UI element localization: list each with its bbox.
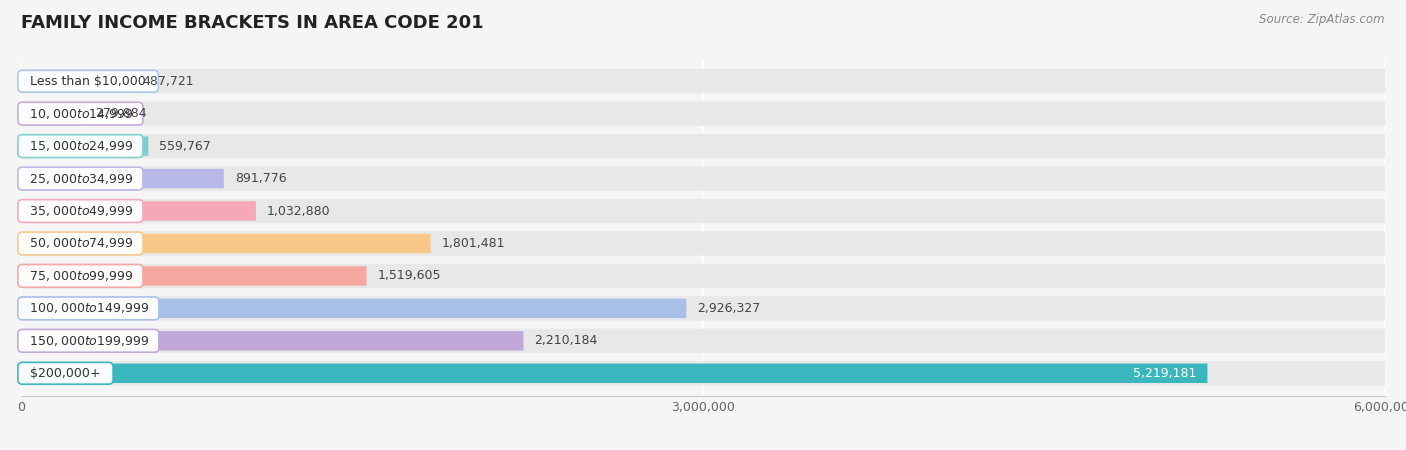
FancyBboxPatch shape bbox=[21, 364, 1208, 383]
Text: Source: ZipAtlas.com: Source: ZipAtlas.com bbox=[1260, 14, 1385, 27]
Text: $50,000 to $74,999: $50,000 to $74,999 bbox=[22, 237, 139, 251]
Text: 487,721: 487,721 bbox=[143, 75, 194, 88]
FancyBboxPatch shape bbox=[21, 102, 1385, 126]
FancyBboxPatch shape bbox=[21, 72, 132, 91]
Text: 1,032,880: 1,032,880 bbox=[267, 204, 330, 217]
FancyBboxPatch shape bbox=[21, 199, 1385, 223]
FancyBboxPatch shape bbox=[21, 361, 1385, 386]
Text: $15,000 to $24,999: $15,000 to $24,999 bbox=[22, 139, 139, 153]
FancyBboxPatch shape bbox=[21, 328, 1385, 353]
Text: 1,519,605: 1,519,605 bbox=[377, 270, 441, 283]
Text: 891,776: 891,776 bbox=[235, 172, 287, 185]
FancyBboxPatch shape bbox=[21, 136, 148, 156]
FancyBboxPatch shape bbox=[21, 331, 523, 351]
FancyBboxPatch shape bbox=[21, 234, 430, 253]
Text: $150,000 to $199,999: $150,000 to $199,999 bbox=[22, 334, 155, 348]
FancyBboxPatch shape bbox=[21, 266, 367, 286]
Text: FAMILY INCOME BRACKETS IN AREA CODE 201: FAMILY INCOME BRACKETS IN AREA CODE 201 bbox=[21, 14, 484, 32]
FancyBboxPatch shape bbox=[21, 264, 1385, 288]
FancyBboxPatch shape bbox=[21, 231, 1385, 256]
FancyBboxPatch shape bbox=[21, 169, 224, 188]
Text: $35,000 to $49,999: $35,000 to $49,999 bbox=[22, 204, 139, 218]
Text: $100,000 to $149,999: $100,000 to $149,999 bbox=[22, 302, 155, 315]
Text: 2,926,327: 2,926,327 bbox=[697, 302, 761, 315]
Text: 2,210,184: 2,210,184 bbox=[534, 334, 598, 347]
FancyBboxPatch shape bbox=[21, 104, 84, 123]
Text: 5,219,181: 5,219,181 bbox=[1133, 367, 1197, 380]
FancyBboxPatch shape bbox=[21, 296, 1385, 320]
Text: $200,000+: $200,000+ bbox=[22, 367, 108, 380]
Text: $75,000 to $99,999: $75,000 to $99,999 bbox=[22, 269, 139, 283]
Text: 1,801,481: 1,801,481 bbox=[441, 237, 505, 250]
FancyBboxPatch shape bbox=[21, 69, 1385, 94]
Text: 279,884: 279,884 bbox=[96, 107, 148, 120]
Text: $25,000 to $34,999: $25,000 to $34,999 bbox=[22, 171, 139, 185]
Text: 559,767: 559,767 bbox=[159, 140, 211, 153]
FancyBboxPatch shape bbox=[21, 299, 686, 318]
FancyBboxPatch shape bbox=[21, 201, 256, 221]
Text: Less than $10,000: Less than $10,000 bbox=[22, 75, 155, 88]
FancyBboxPatch shape bbox=[21, 166, 1385, 191]
Text: $10,000 to $14,999: $10,000 to $14,999 bbox=[22, 107, 139, 121]
FancyBboxPatch shape bbox=[21, 134, 1385, 158]
